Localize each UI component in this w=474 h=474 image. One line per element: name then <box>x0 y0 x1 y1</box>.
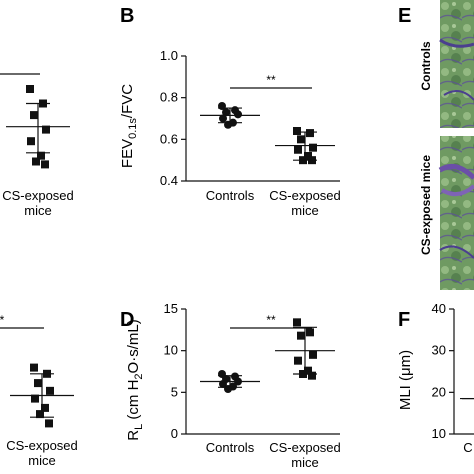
panel-f-y-axis-label: MLI (μm) <box>397 350 414 410</box>
panel-b-point <box>293 127 301 135</box>
panel-f-y-tick-label: 10 <box>432 426 446 441</box>
panel-d-point <box>294 356 302 365</box>
panel-d-significance-label: ** <box>266 313 276 327</box>
panel-c-point <box>31 394 39 403</box>
panel-c-point <box>30 363 38 372</box>
panel-b-y-tick-label: 0.4 <box>160 173 178 188</box>
panel-b-y-tick-label: 1.0 <box>160 48 178 63</box>
panel-c-significance-label: * <box>0 313 5 327</box>
panel-a-point <box>41 160 49 169</box>
panel-c-point <box>41 403 49 412</box>
panel-c-point <box>46 386 54 395</box>
panel-b-y-label-main: FEV <box>119 139 136 168</box>
panel-c-category-label: CS-exposed mice <box>6 438 78 468</box>
panel-d-y-tick-label: 0 <box>171 426 178 441</box>
panel-d-y-label-2: 2 <box>133 373 145 379</box>
panel-d-point <box>306 328 314 337</box>
panel-b-letter: B <box>120 5 134 27</box>
panel-f-y-tick-label: 30 <box>432 343 446 358</box>
panel-d-letter: D <box>120 309 134 331</box>
panel-b-plot: 1.0 0.8 0.6 0.4 ** Controls CS-exposed mice <box>160 48 341 218</box>
panel-f-letter: F <box>398 309 410 331</box>
panel-d-category-label: Controls <box>206 440 255 455</box>
panel-e-letter: E <box>398 5 411 27</box>
panel-d-y-label-unit2: O·s/mL) <box>125 319 142 373</box>
panel-d-point <box>304 366 312 375</box>
panel-a-point <box>26 85 34 93</box>
panel-d-plot: 15 10 5 0 ** Controls CS-exposed mice <box>164 301 341 470</box>
panel-f-plot: 40 30 20 10 C <box>432 301 474 455</box>
panel-b-y-tick-label: 0.6 <box>160 131 178 146</box>
panel-d-category-label: CS-exposed mice <box>269 440 341 470</box>
panel-b-point <box>309 143 317 152</box>
panel-d-point <box>297 331 305 340</box>
panel-d-y-axis-label: RL (cm H2O·s/mL) <box>125 319 145 440</box>
panel-a-category-label: CS-exposed mice <box>2 188 74 218</box>
panel-d-y-tick-label: 5 <box>171 384 178 399</box>
panel-c-point <box>36 410 44 419</box>
panel-b-category-label: Controls <box>206 188 255 203</box>
panel-d-y-label-unit1: (cm H <box>125 380 142 424</box>
panel-d-point <box>293 318 301 327</box>
panel-b-point <box>306 129 314 138</box>
panel-c-point <box>34 379 42 388</box>
panel-b-significance-label: ** <box>266 73 276 87</box>
panel-d-y-label-l: L <box>133 424 145 430</box>
panel-e-image-controls <box>439 0 474 128</box>
panel-b-point <box>222 108 230 117</box>
panel-e-row-label-cs-exposed: CS-exposed mice <box>419 155 433 255</box>
panel-c-plot: * CS-exposed mice <box>0 313 78 468</box>
panel-b-y-tick-label: 0.8 <box>160 90 178 105</box>
panel-b-point <box>304 152 312 160</box>
panel-b-point <box>224 120 232 129</box>
panel-f-category-label: C <box>463 440 472 455</box>
panel-a-plot: CS-exposed mice <box>0 73 74 218</box>
panel-b-point <box>294 145 302 154</box>
panel-a-point <box>32 157 40 166</box>
panel-d-point <box>309 350 317 359</box>
panel-d-y-tick-label: 15 <box>164 301 178 316</box>
panel-c-point <box>45 419 53 428</box>
panel-a-point <box>27 137 35 146</box>
panel-b-y-label-rest: /FVC <box>119 84 136 118</box>
panel-e-image-cs-exposed <box>438 136 474 290</box>
panel-a-point <box>37 151 45 160</box>
panel-d-point <box>224 385 232 393</box>
panel-a-point <box>42 125 50 134</box>
panel-d-y-label-r: R <box>125 430 142 441</box>
panel-a-point <box>30 111 38 120</box>
panel-b-y-label-sub: 0.1s <box>127 118 139 139</box>
panel-d-y-tick-label: 10 <box>164 343 178 358</box>
panel-f-y-tick-label: 20 <box>432 384 446 399</box>
panel-e-row-label-controls: Controls <box>419 41 433 91</box>
panel-b-category-label: CS-exposed mice <box>269 188 341 218</box>
panel-b-point <box>234 110 242 119</box>
panel-b-y-axis-label: FEV0.1s/FVC <box>119 84 139 168</box>
panel-d-point <box>308 371 316 380</box>
panel-b-point <box>297 135 305 144</box>
panel-f-y-tick-label: 40 <box>432 301 446 316</box>
panel-b-point <box>219 114 227 123</box>
